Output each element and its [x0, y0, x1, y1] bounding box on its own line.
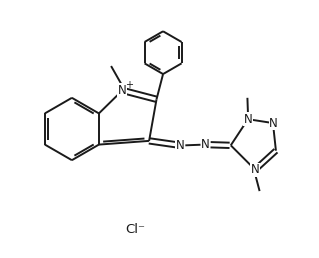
Text: N: N [251, 163, 260, 176]
Text: +: + [125, 80, 133, 90]
Text: N: N [118, 84, 127, 97]
Text: Cl⁻: Cl⁻ [126, 223, 146, 237]
Text: N: N [176, 139, 185, 152]
Text: N: N [244, 113, 252, 126]
Text: N: N [201, 138, 210, 151]
Text: N: N [269, 117, 278, 130]
